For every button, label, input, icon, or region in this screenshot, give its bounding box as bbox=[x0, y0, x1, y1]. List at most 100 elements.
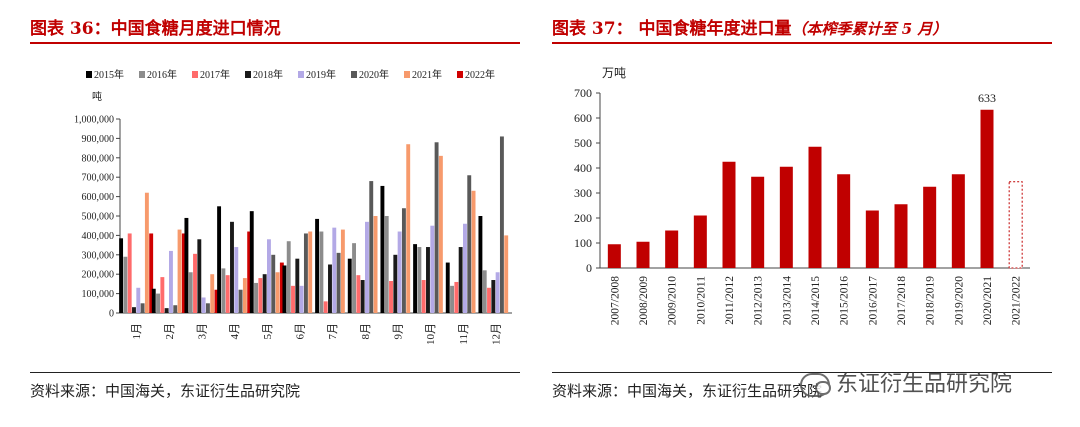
bar-2016年-8月 bbox=[352, 243, 356, 313]
x-tick-label-9月: 9月 bbox=[393, 323, 405, 340]
x-tick-label-2019/2020: 2019/2020 bbox=[953, 276, 965, 325]
x-tick-label-2010/2011: 2010/2011 bbox=[695, 276, 707, 325]
y-tick-label: 300,000 bbox=[82, 250, 115, 261]
watermark-text: 东证衍生品研究院 bbox=[836, 372, 1013, 397]
legend-label-2021年: 2021年 bbox=[412, 68, 442, 81]
y-tick-label: 100,000 bbox=[82, 289, 115, 300]
bar-2020年-5月 bbox=[271, 254, 276, 313]
left-source-rule bbox=[30, 372, 520, 373]
bar-2018年-6月 bbox=[295, 258, 300, 313]
bar-2019年-10月 bbox=[430, 225, 435, 313]
bar-2019年-2月 bbox=[169, 250, 173, 313]
bar-2016年-1月 bbox=[123, 256, 128, 313]
bar-2021/2022 bbox=[1008, 181, 1023, 269]
legend-label-2018年: 2018年 bbox=[253, 68, 283, 81]
bar-2020年-12月 bbox=[499, 136, 504, 313]
bar-2018年-8月 bbox=[360, 280, 365, 313]
bar-2015年-8月 bbox=[347, 258, 352, 313]
x-tick-label-2017/2018: 2017/2018 bbox=[896, 276, 908, 325]
x-tick-label-2012/2013: 2012/2013 bbox=[753, 276, 765, 325]
bar-2021年-9月 bbox=[406, 144, 411, 313]
bar-2019年-11月 bbox=[463, 223, 467, 313]
bar-2017年-11月 bbox=[454, 281, 459, 313]
bar-2017年-5月 bbox=[258, 278, 263, 313]
bar-2019年-3月 bbox=[201, 297, 206, 313]
x-tick-label-2015/2016: 2015/2016 bbox=[839, 276, 851, 325]
bar-2021年-3月 bbox=[210, 274, 215, 313]
bar-2017/2018 bbox=[894, 204, 908, 268]
bar-2018年-4月 bbox=[230, 221, 234, 313]
bar-2016年-4月 bbox=[221, 268, 226, 313]
x-tick-label-2014/2015: 2014/2015 bbox=[810, 276, 822, 325]
bar-2017年-10月 bbox=[421, 280, 426, 313]
y-tick-label: 500 bbox=[574, 136, 592, 150]
bar-2020年-3月 bbox=[205, 303, 210, 313]
x-tick-label-7月: 7月 bbox=[327, 323, 339, 340]
bar-2017年-2月 bbox=[160, 277, 165, 313]
y-tick-label: 700,000 bbox=[82, 173, 115, 184]
bar-2017年-7月 bbox=[323, 301, 328, 313]
bar-2020/2021 bbox=[980, 109, 994, 268]
bar-2018年-5月 bbox=[262, 274, 267, 313]
x-tick-label-10月: 10月 bbox=[425, 323, 437, 345]
bar-2020年-6月 bbox=[303, 233, 308, 313]
annual-import-chart: 万吨 0 100 200 300 400 500 600 700 2007/2008 2008/20… bbox=[574, 66, 1030, 325]
bar-2017年-9月 bbox=[389, 280, 393, 313]
x-tick-label-2016/2017: 2016/2017 bbox=[867, 276, 879, 325]
y-tick-label: 0 bbox=[586, 261, 592, 275]
bar-2019年-12月 bbox=[495, 272, 500, 313]
x-tick-label-2007/2008: 2007/2008 bbox=[609, 276, 621, 325]
x-tick-label-2008/2009: 2008/2009 bbox=[638, 276, 650, 325]
bar-2021年-6月 bbox=[308, 231, 313, 313]
bar-2018年-10月 bbox=[426, 247, 430, 313]
bar-2022年-2月 bbox=[181, 233, 186, 313]
bar-2016年-7月 bbox=[319, 231, 324, 313]
y-tick-label: 700 bbox=[574, 86, 592, 100]
bar-2021年-1月 bbox=[144, 192, 149, 313]
legend-label-2020年: 2020年 bbox=[359, 68, 389, 81]
y-tick-label: 100 bbox=[574, 236, 592, 250]
bar-2015/2016 bbox=[837, 174, 851, 268]
bar-2017年-8月 bbox=[356, 275, 361, 313]
bar-2020年-7月 bbox=[336, 252, 341, 313]
bar-2015年-7月 bbox=[315, 218, 320, 313]
bar-2017年-4月 bbox=[225, 275, 230, 313]
bar-2009/2010 bbox=[665, 230, 679, 268]
y-tick-label: 1,000,000 bbox=[74, 115, 114, 126]
bar-2020年-9月 bbox=[401, 208, 406, 313]
bar-2016年-9月 bbox=[384, 216, 389, 313]
legend-swatch-2020年 bbox=[351, 71, 357, 78]
bar-2015年-10月 bbox=[413, 244, 418, 313]
bar-2019年-5月 bbox=[267, 239, 271, 313]
bar-2018年-9月 bbox=[393, 254, 398, 313]
x-tick-label-2009/2010: 2009/2010 bbox=[667, 276, 679, 325]
left-chart-title: 图表 36：中国食糖月度进口情况 bbox=[30, 19, 281, 39]
wechat-icon bbox=[800, 373, 831, 397]
x-tick-label-2021/2022: 2021/2022 bbox=[1011, 276, 1023, 325]
bar-2018年-1月 bbox=[132, 307, 136, 313]
bar-2014/2015 bbox=[808, 146, 822, 268]
bar-2016年-5月 bbox=[254, 282, 258, 313]
y-axis-unit: 万吨 bbox=[602, 66, 626, 80]
bar-2015年-11月 bbox=[445, 262, 450, 313]
bar-2019年-6月 bbox=[299, 285, 304, 313]
bar-2020年-11月 bbox=[467, 175, 472, 313]
bar-2008/2009 bbox=[636, 241, 650, 268]
bar-2017年-12月 bbox=[487, 287, 491, 313]
bar-2018/2019 bbox=[923, 186, 937, 268]
x-tick-label-12月: 12月 bbox=[491, 323, 503, 345]
bar-2021年-5月 bbox=[275, 272, 280, 313]
bar-2017年-3月 bbox=[193, 253, 197, 313]
y-tick-label: 0 bbox=[109, 309, 114, 320]
legend-swatch-2022年 bbox=[457, 71, 463, 78]
bar-2019年-1月 bbox=[136, 287, 141, 313]
bar-2018年-12月 bbox=[491, 280, 496, 313]
bar-2021年-8月 bbox=[373, 216, 378, 313]
legend-swatch-2015年 bbox=[86, 71, 92, 78]
bar-2018年-11月 bbox=[458, 247, 463, 313]
bar-2018年-2月 bbox=[164, 308, 169, 313]
bar-2015年-3月 bbox=[184, 217, 189, 313]
legend-swatch-2018年 bbox=[245, 71, 251, 78]
right-source-text: 资料来源：中国海关，东证衍生品研究院 bbox=[552, 382, 823, 400]
x-tick-label-3月: 3月 bbox=[197, 323, 209, 340]
